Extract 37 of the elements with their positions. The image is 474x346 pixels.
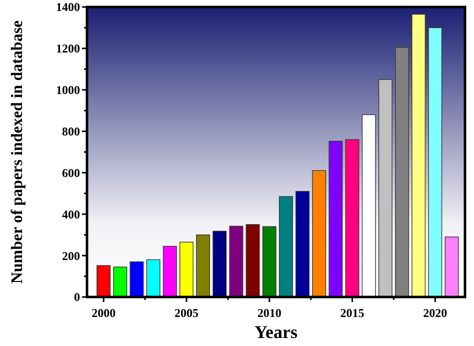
x-tick-label: 2020 [423, 306, 448, 320]
y-tick-label: 800 [62, 124, 80, 138]
bar [312, 170, 326, 298]
bar [113, 266, 128, 298]
y-tick-label: 400 [62, 207, 80, 222]
y-tick-label: 1400 [56, 0, 80, 14]
bar [130, 261, 144, 298]
bar [162, 246, 177, 298]
x-axis-title: Years [254, 322, 298, 342]
y-tick-label: 0 [74, 290, 80, 304]
bar [412, 14, 426, 298]
bar [395, 47, 409, 298]
bar [428, 27, 442, 298]
x-tick-label: 2010 [257, 306, 282, 320]
bar [179, 242, 194, 298]
x-tick-label: 2005 [174, 306, 198, 320]
y-tick-label: 1000 [56, 83, 80, 98]
x-tick-label: 2015 [340, 306, 364, 320]
bar [378, 79, 392, 298]
bar [146, 259, 160, 298]
bar [278, 196, 293, 298]
bar [262, 226, 276, 298]
bar [444, 236, 459, 298]
y-axis-title: Number of papers indexed in database [9, 20, 26, 284]
bar [345, 139, 360, 298]
bar [246, 224, 260, 298]
x-tick-label: 2000 [92, 306, 116, 320]
y-tick-label: 1200 [56, 42, 80, 56]
bar [362, 114, 376, 298]
bar [296, 191, 310, 298]
bar [212, 230, 227, 298]
bar [328, 140, 343, 298]
bar [229, 226, 244, 298]
y-tick-label: 200 [62, 248, 80, 263]
y-tick-label: 600 [62, 166, 80, 180]
bar [96, 265, 111, 298]
bar [196, 234, 210, 298]
